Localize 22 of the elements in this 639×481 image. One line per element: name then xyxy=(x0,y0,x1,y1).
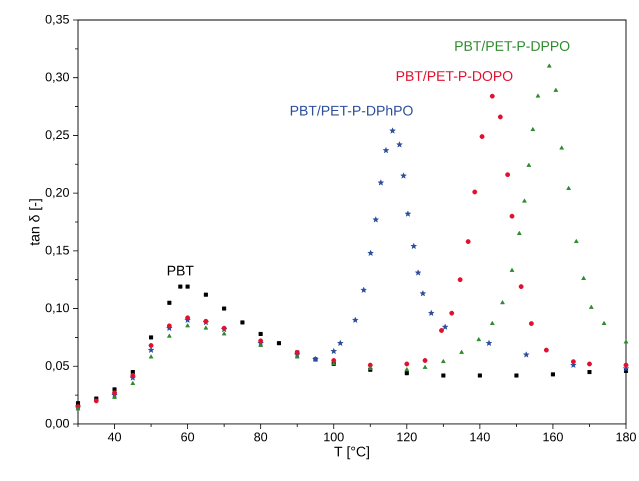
series-label: PBT/PET-P-DPPO xyxy=(455,40,570,51)
series-label: PBT/PET-P-DOPO xyxy=(396,70,512,81)
x-tick-label: 100 xyxy=(324,432,344,442)
y-tick-label: 0,35 xyxy=(46,14,69,26)
x-tick-label: 140 xyxy=(470,432,490,442)
x-axis-title: T [°C] xyxy=(334,446,369,460)
x-tick-label: 80 xyxy=(254,432,268,442)
series-label: PBT xyxy=(168,266,194,276)
y-tick-label: 0,25 xyxy=(46,130,69,141)
y-tick-label: 0,10 xyxy=(46,303,69,314)
y-tick-label: 0,05 xyxy=(46,361,69,372)
x-tick-label: 120 xyxy=(397,432,417,442)
x-tick-label: 40 xyxy=(108,432,121,442)
y-tick-label: 0,00 xyxy=(46,418,69,430)
x-tick-label: 160 xyxy=(543,432,563,442)
x-tick-label: 60 xyxy=(181,432,194,442)
series-label: PBT/PET-P-DPhPO xyxy=(290,105,413,116)
x-tick-label: 180 xyxy=(616,432,636,442)
y-tick-label: 0,30 xyxy=(46,72,69,83)
y-axis-title: tan δ [-] xyxy=(29,199,42,246)
y-tick-label: 0,20 xyxy=(46,188,69,198)
y-tick-label: 0,15 xyxy=(46,246,69,256)
